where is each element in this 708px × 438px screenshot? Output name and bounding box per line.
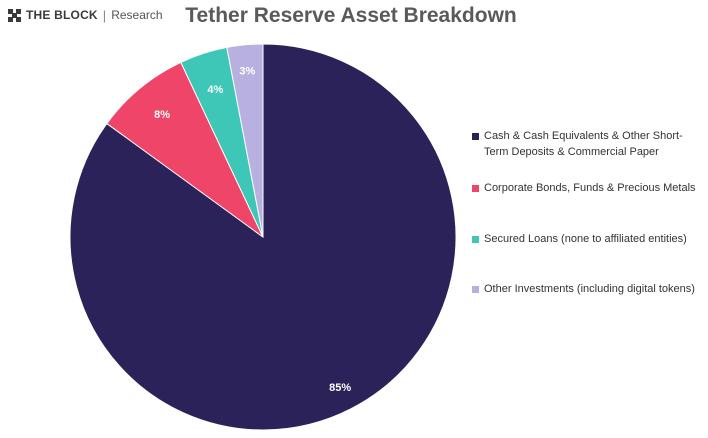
legend-label: Corporate Bonds, Funds & Precious Metals (484, 182, 696, 194)
brand-logo: THE BLOCK | Research (8, 6, 163, 24)
pie-data-label: 3% (239, 66, 255, 78)
legend-label: Cash & Cash Equivalents & Other Short-Te… (484, 130, 683, 158)
legend-label: Secured Loans (none to affiliated entiti… (484, 233, 687, 245)
legend-item-cash: Cash & Cash Equivalents & Other Short-Te… (472, 128, 702, 160)
legend-label: Other Investments (including digital tok… (484, 283, 695, 295)
pie-slices (69, 43, 457, 431)
chart-title: Tether Reserve Asset Breakdown (0, 4, 708, 28)
legend-swatch (472, 236, 479, 243)
brand-separator: | (102, 7, 107, 23)
brand-subtitle: Research (111, 8, 163, 22)
legend-swatch (472, 133, 479, 140)
brand-name: THE BLOCK (26, 8, 98, 22)
legend-swatch (472, 185, 479, 192)
the-block-logo-icon (8, 8, 21, 22)
chart-title-text: Tether Reserve Asset Breakdown (185, 4, 517, 27)
legend-item-corporate-bonds: Corporate Bonds, Funds & Precious Metals (472, 180, 702, 196)
legend-item-other-investments: Other Investments (including digital tok… (472, 281, 702, 297)
pie-data-label: 8% (154, 109, 170, 121)
pie-data-label: 85% (329, 382, 351, 394)
pie-slice (106, 61, 264, 238)
pie-data-label: 4% (207, 84, 223, 96)
pie-slice (226, 43, 264, 238)
legend-item-secured-loans: Secured Loans (none to affiliated entiti… (472, 231, 702, 247)
legend-swatch (472, 286, 479, 293)
pie-data-labels: 85% 8% 4% 3% (154, 66, 351, 395)
